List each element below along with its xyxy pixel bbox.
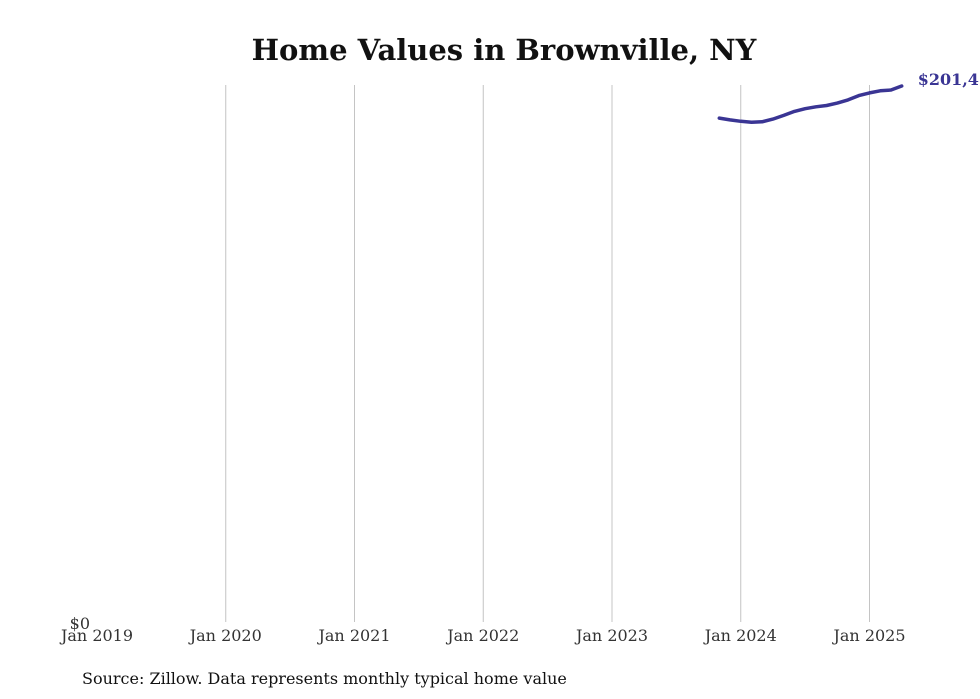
x-tick-label: Jan 2024: [703, 626, 777, 645]
x-tick-label: Jan 2021: [316, 626, 390, 645]
x-tick-label: Jan 2019: [59, 626, 133, 645]
y-tick-label: $0: [70, 614, 90, 633]
end-value-label: $201,4: [918, 70, 979, 89]
series-line: [717, 84, 904, 125]
x-tick-label: Jan 2022: [445, 626, 519, 645]
series-layer: $201,4: [717, 70, 979, 125]
grid: [225, 85, 870, 622]
x-tick-label: Jan 2023: [574, 626, 648, 645]
source-note: Source: Zillow. Data represents monthly …: [82, 669, 567, 688]
x-axis: Jan 2019 Jan 2020 Jan 2021 Jan 2022 Jan 2023…: [59, 626, 906, 645]
x-tick-label: Jan 2020: [188, 626, 262, 645]
chart-title: Home Values in Brownville, NY: [252, 33, 757, 67]
x-tick-label: Jan 2025: [831, 626, 905, 645]
